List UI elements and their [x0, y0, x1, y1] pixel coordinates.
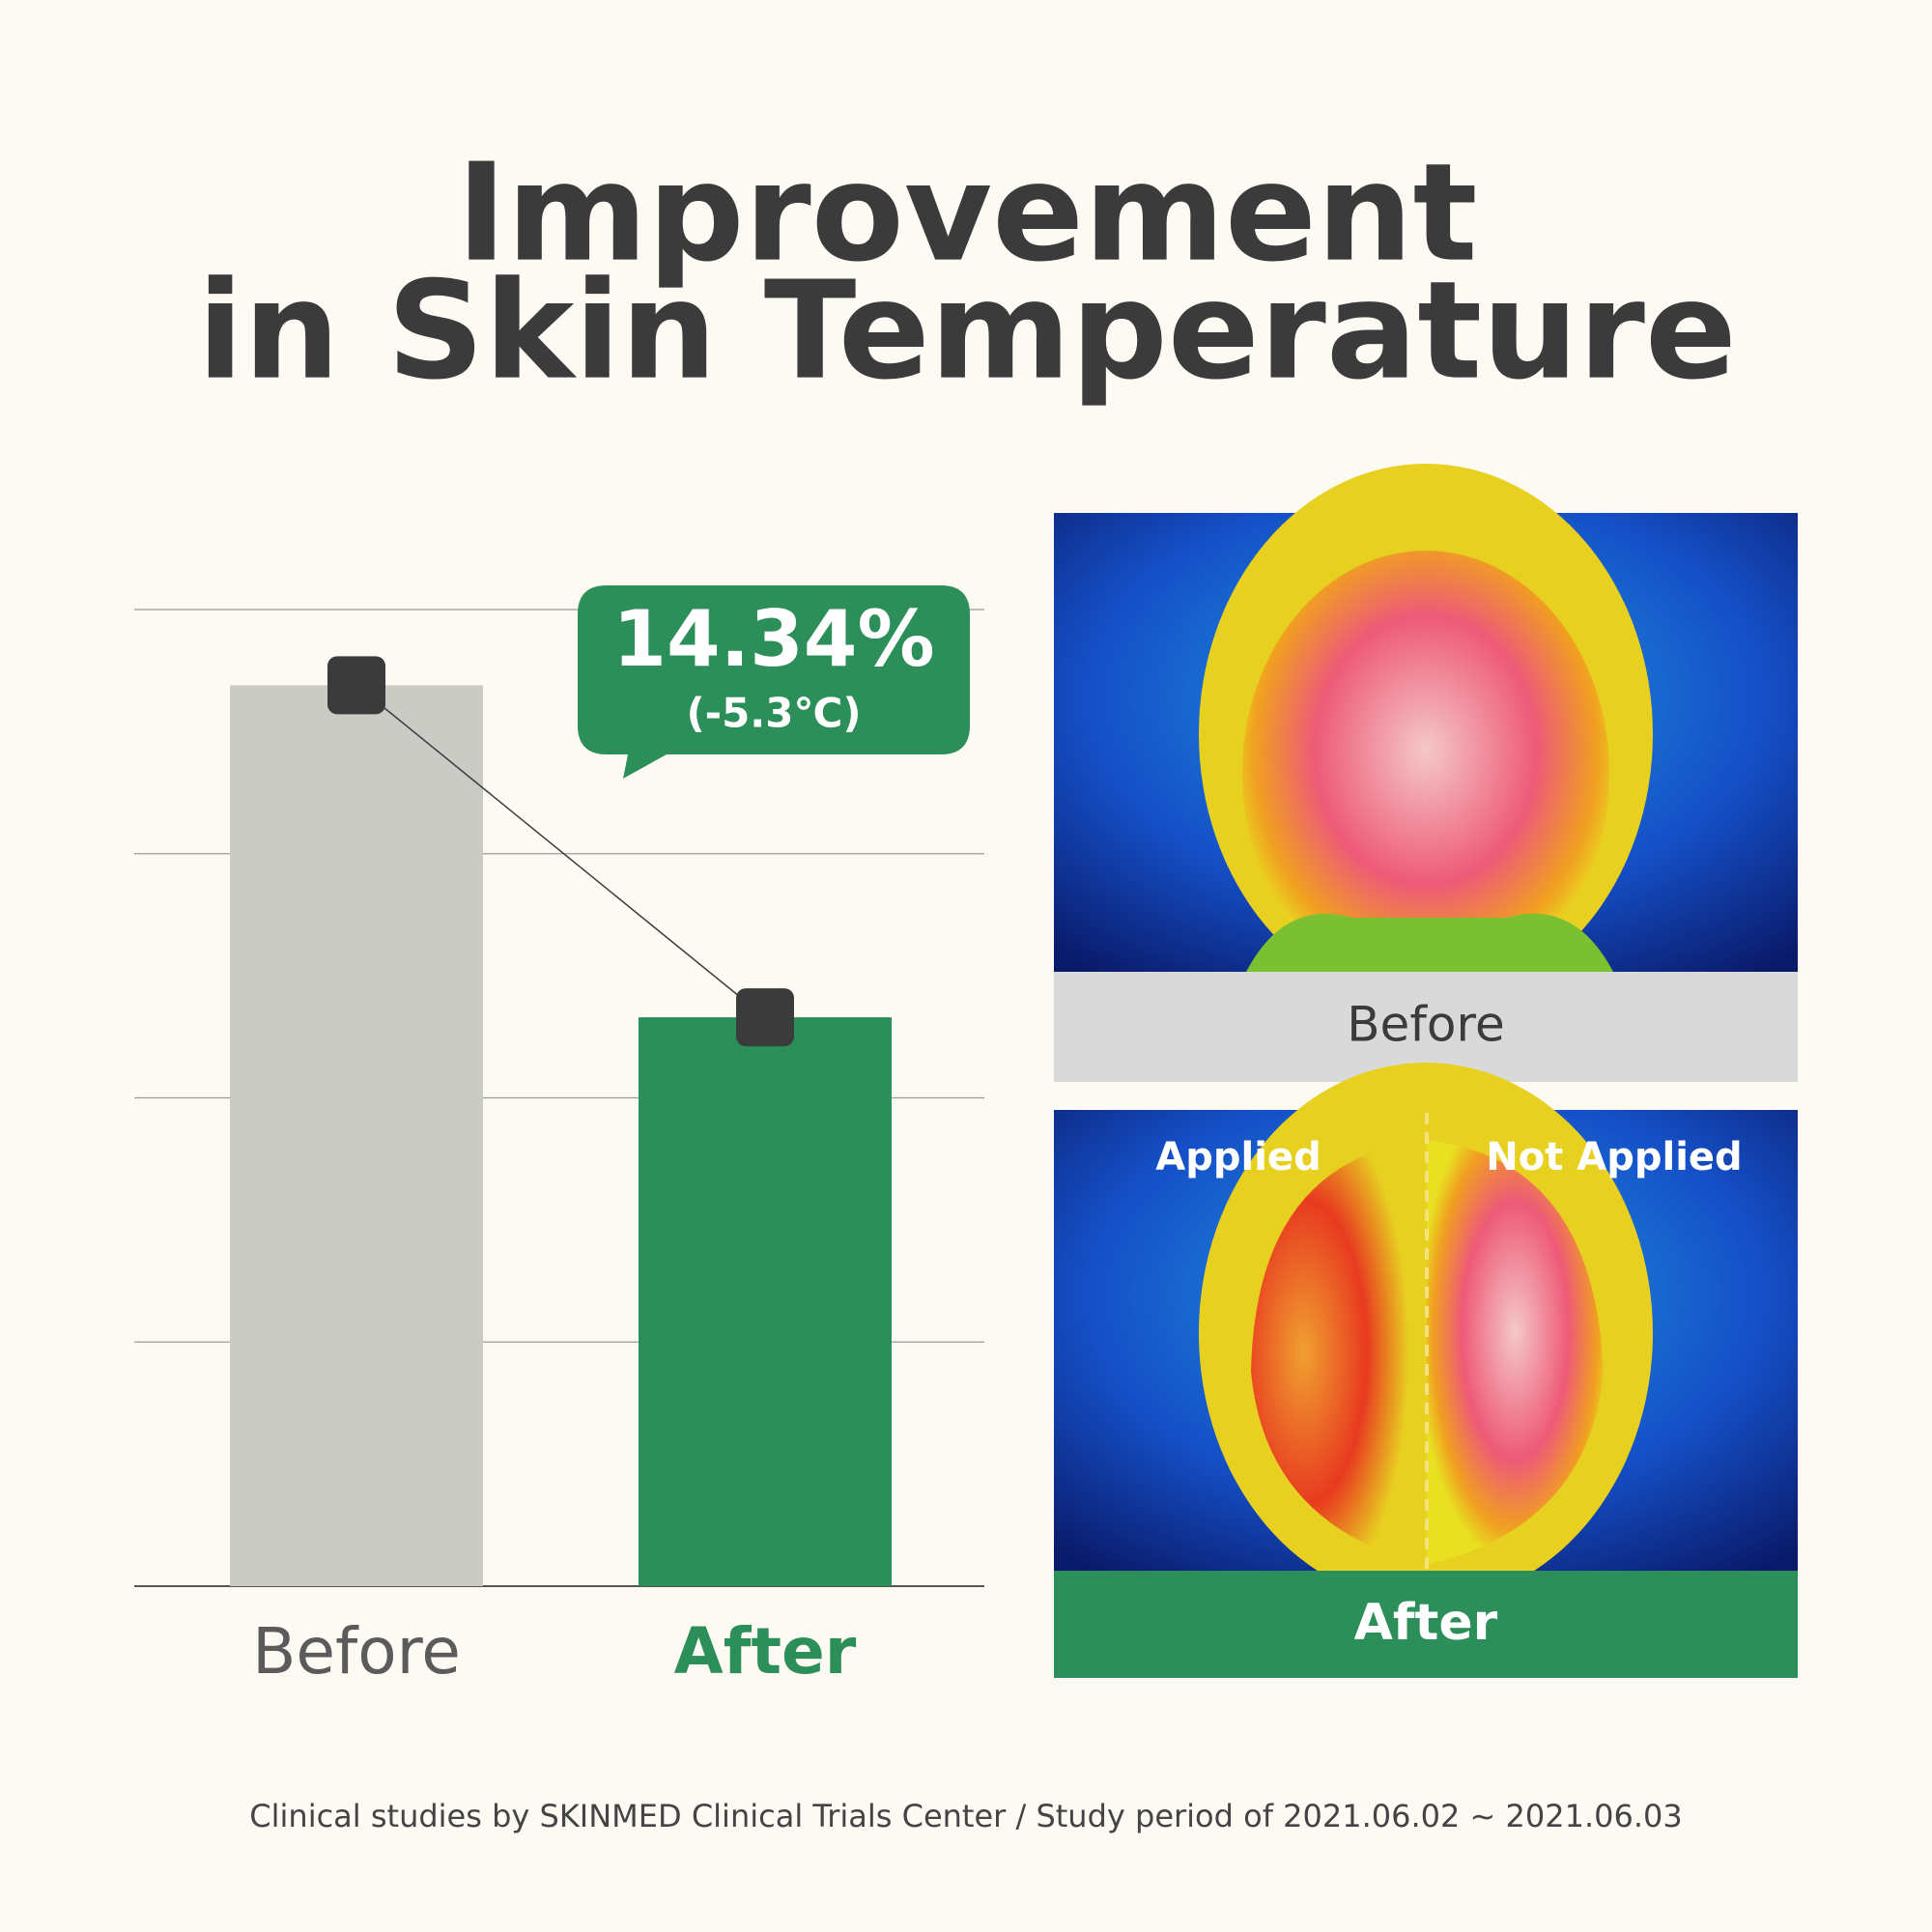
- bar-chart: Before After 14.34% (-5.3℃): [134, 585, 984, 1689]
- callout-value: 14.34%: [612, 594, 934, 684]
- image-note: Not Applied: [1486, 1135, 1742, 1179]
- trend-line: [355, 684, 766, 1018]
- thermal-face-not-applied: [1427, 1140, 1604, 1565]
- bar: [230, 685, 483, 1586]
- point-marker: [327, 656, 385, 715]
- title-line: Improvement: [456, 135, 1477, 293]
- x-tick-label: After: [674, 1614, 857, 1689]
- image-note: Applied: [1155, 1135, 1321, 1179]
- point-marker: [736, 988, 794, 1047]
- thermal-face: [1242, 551, 1609, 995]
- image-label-bar: [1054, 1571, 1798, 1678]
- image-label: After: [1354, 1594, 1498, 1652]
- x-tick-label: Before: [252, 1614, 461, 1689]
- callout-detail: (-5.3℃): [686, 690, 861, 737]
- thermal-shoulders: [1246, 913, 1613, 972]
- thermal-after: Applied Not Applied After: [1054, 1063, 1798, 1678]
- image-label: Before: [1347, 997, 1504, 1053]
- thermal-face-applied: [1251, 1140, 1427, 1565]
- footnote: Clinical studies by SKINMED Clinical Tri…: [249, 1798, 1682, 1834]
- title-line: in Skin Temperature: [197, 253, 1737, 411]
- callout-bubble: [578, 585, 970, 779]
- bar: [639, 1017, 892, 1586]
- thermal-before: Before: [1054, 464, 1798, 1082]
